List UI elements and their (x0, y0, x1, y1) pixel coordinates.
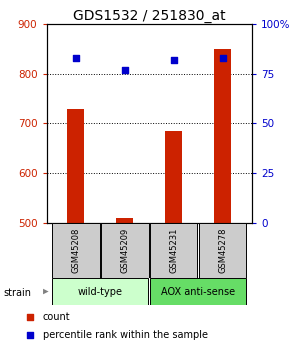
Text: AOX anti-sense: AOX anti-sense (161, 287, 235, 296)
Point (220, 55, 225, 61)
Point (74, 55, 78, 61)
Title: GDS1532 / 251830_at: GDS1532 / 251830_at (73, 9, 226, 23)
FancyBboxPatch shape (52, 278, 148, 305)
FancyBboxPatch shape (52, 223, 100, 278)
FancyBboxPatch shape (150, 278, 246, 305)
Text: strain: strain (3, 288, 31, 297)
Point (28, 332, 33, 338)
FancyBboxPatch shape (150, 223, 197, 278)
Point (122, 67, 127, 72)
Text: percentile rank within the sample: percentile rank within the sample (43, 330, 208, 340)
Text: GSM45208: GSM45208 (71, 227, 80, 273)
Bar (116, 218, 133, 223)
FancyBboxPatch shape (199, 223, 246, 278)
Text: GSM45231: GSM45231 (169, 227, 178, 273)
Bar (214, 49, 231, 223)
FancyBboxPatch shape (101, 223, 148, 278)
Text: wild-type: wild-type (78, 287, 123, 296)
Text: GSM45278: GSM45278 (218, 227, 227, 273)
Text: GSM45209: GSM45209 (120, 227, 129, 273)
Point (171, 57, 176, 63)
Point (28, 314, 33, 319)
Text: count: count (43, 312, 70, 322)
Bar (165, 131, 182, 223)
Bar (67, 109, 84, 223)
